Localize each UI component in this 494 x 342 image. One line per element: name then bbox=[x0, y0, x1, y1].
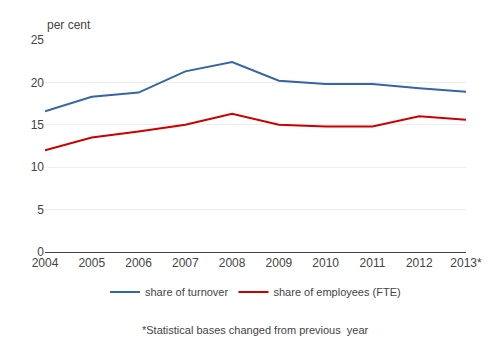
svg-text:15: 15 bbox=[31, 118, 45, 132]
svg-text:5: 5 bbox=[37, 203, 44, 217]
svg-text:2005: 2005 bbox=[78, 256, 105, 270]
svg-text:10: 10 bbox=[31, 160, 45, 174]
svg-text:*Statistical bases changed fro: *Statistical bases changed from previous… bbox=[142, 324, 369, 336]
svg-text:2012: 2012 bbox=[406, 256, 433, 270]
svg-text:2009: 2009 bbox=[266, 256, 293, 270]
svg-text:2007: 2007 bbox=[172, 256, 199, 270]
svg-text:2006: 2006 bbox=[125, 256, 152, 270]
svg-text:share of turnover: share of turnover bbox=[145, 286, 228, 298]
svg-text:25: 25 bbox=[31, 33, 45, 47]
svg-text:20: 20 bbox=[31, 76, 45, 90]
svg-text:per cent: per cent bbox=[47, 18, 91, 32]
svg-text:2011: 2011 bbox=[360, 256, 386, 270]
svg-text:2013*: 2013* bbox=[450, 256, 482, 270]
svg-text:2008: 2008 bbox=[219, 256, 246, 270]
svg-text:2004: 2004 bbox=[32, 256, 59, 270]
svg-text:0: 0 bbox=[37, 245, 44, 259]
svg-text:share of employees (FTE): share of employees (FTE) bbox=[273, 286, 400, 298]
svg-text:2010: 2010 bbox=[312, 256, 339, 270]
